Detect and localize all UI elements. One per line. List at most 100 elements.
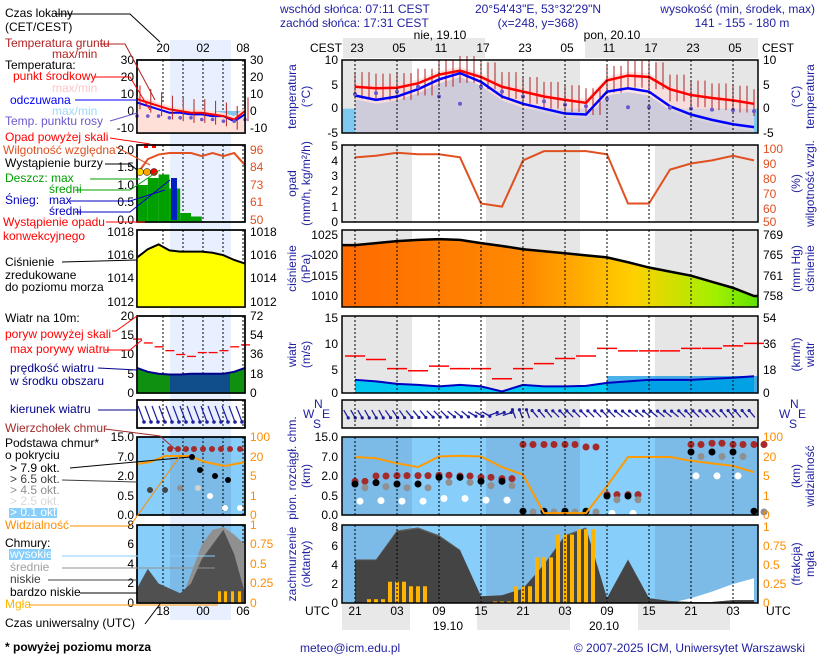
legend-frame [136,59,246,134]
y-tick-label: 8 [331,520,338,534]
elevation-value: 141 - 155 - 180 m [695,16,790,30]
legend-tick-right: 10 [250,87,264,101]
fog-bar [528,586,532,603]
legend-cloud-base-dot [197,467,203,473]
legend-tick: 10 [121,347,135,361]
footnote: * powyżej poziomu morza [5,640,151,654]
wind-arrow-head [474,414,478,418]
wind-arrow-head [537,408,541,413]
legend-cloud-base-dot [177,485,183,491]
cloud-base-dot [356,497,364,505]
cloud-top-dot [466,472,474,480]
legend-cloud-top-dot [167,446,173,452]
temperature-line [354,69,755,106]
wind-arrow-head [712,409,716,413]
legend-leader-line [75,179,171,213]
wind-arrow-head [705,409,709,413]
cloud-top-dot [445,471,453,479]
legend-label-rain: Deszcz: max [5,171,74,185]
elevation-title: wysokość (min, środek, max) [659,2,815,16]
legend-tick-right: 5 [250,469,257,483]
panel-frame-pres [341,229,759,308]
legend-frame [136,436,246,516]
legend-label-cloud-base2: o pokryciu [5,448,60,462]
legend-tick: 1014 [107,271,134,285]
y-axis-unit: (°C) [299,86,313,107]
hour-label: 09 [600,604,614,618]
fog-bar [374,599,378,603]
dew-point-dot [395,89,399,94]
cloud-top-dot [424,472,432,480]
legend-okt-highlight [9,508,57,518]
y-axis-unit-right: (frakcja) [789,542,803,585]
y-tick-label-right: 36 [763,337,777,351]
y-tick-label: 0 [331,386,338,400]
legend-panel-band [170,400,231,428]
legend-tick: 2.0 [117,143,134,157]
cloud-base-dot [603,492,611,500]
cloud-base-dot [713,472,721,480]
hour-label: 23 [518,41,532,55]
wind-arrow-head [445,415,449,419]
cloud-top-dot [760,441,768,448]
y-tick-label: 7.0 [321,450,338,464]
fog-bar [507,601,511,603]
legend-wind-arrow [158,405,166,423]
hour-label: 11 [435,41,448,55]
legend-dew-dot [200,117,204,122]
night-shade [655,400,758,428]
legend-dew-dot [178,116,182,120]
compass-e: E [322,407,330,421]
cloud-base-dot [592,508,600,516]
legend-label-snow-avg: średni [49,204,82,218]
timezone-label: CEST [762,41,795,55]
legend-tick-right: 20 [250,70,264,84]
legend-high-highlight [9,549,51,560]
legend-label-mid: średnie [10,560,50,574]
legend-wind-fill-dark [170,373,230,393]
y-tick-label: 2 [331,184,338,198]
fog-bar [514,586,518,603]
legend-label-mid-point: punkt środkowy [13,69,96,83]
dew-point-dot [500,89,504,94]
legend-tick-right: 96 [250,143,264,157]
legend-leader-line [97,367,138,371]
y-tick-label-right: 20 [763,450,777,464]
legend-label-cloud-top: Wierzchołek chmur [5,421,107,435]
cloud-base-dot [351,480,359,488]
legend-tick-right: 0 [250,386,257,400]
cloud-base-dot [377,497,385,505]
y-tick-label: 5 [331,139,338,153]
cloud-base-dot [424,484,432,492]
legend-tick-right: 84 [250,160,264,174]
legend-label-gust-max: max porywy wiatru [10,342,109,356]
legend-wind-arrow-head [219,420,223,424]
legend-cloud-base-dot [162,487,168,493]
cloud-top-dot [508,475,516,483]
hour-label: 03 [390,604,404,618]
y-axis-unit-right: (°C) [789,86,803,107]
y-axis-unit: (m/s) [299,341,313,368]
legend-label-felt: odczuwana [10,93,71,107]
y-tick-label-right: 18 [763,363,777,377]
legend-frame [136,229,246,308]
y-tick-label-right: 0.25 [763,577,787,591]
legend-leader-line [144,603,161,625]
legend-cloud-top-dot [218,446,224,452]
wind-arrow-head [607,409,611,413]
legend-time-bottom: 00 [196,604,210,618]
legend-label-dew: Temp. punktu rosy [5,114,103,128]
y-tick-label: 3 [331,169,338,183]
legend-tick: -10 [117,121,135,135]
visibility-line [354,454,755,515]
fog-bar [409,586,413,603]
fog-bar [563,534,567,603]
y-tick-label: 1 [331,200,338,214]
y-tick-label-right: -5 [763,126,774,140]
legend-tick: 30 [121,53,135,67]
cloud-top-dot [634,491,642,499]
legend-tick: 6 [127,537,134,551]
legend-leader-line [112,315,138,332]
cloud-base-dot [519,507,527,515]
legend-label-ground-temp: Temperatura gruntu [5,36,110,50]
